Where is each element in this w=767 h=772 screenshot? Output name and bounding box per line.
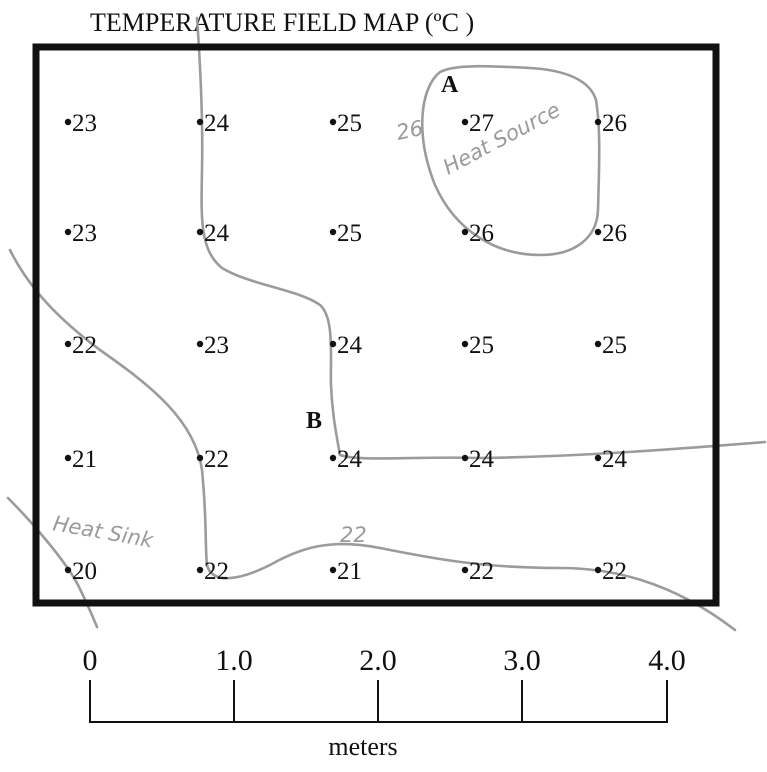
grid-dot: [64, 566, 72, 574]
heat-source-label: Heat Source: [439, 98, 564, 180]
grid-value: 20: [72, 558, 97, 585]
grid-dot: [594, 566, 602, 574]
isoline-20: [6, 496, 99, 629]
grid-dot: [594, 340, 602, 348]
grid-dot: [196, 118, 204, 126]
isoline-26: [420, 64, 601, 257]
grid-value: 25: [469, 332, 494, 359]
isoline-22: [8, 248, 737, 632]
grid-dot: [461, 566, 469, 574]
temperature-grid: 23 24 25 27 26 23 24 25 26 26 22 23 24 25 25 21 22 24 24 24…: [64, 110, 628, 585]
scale-label-1: 1.0: [215, 644, 253, 677]
isolines: [6, 16, 767, 632]
map-frame: [32, 43, 720, 607]
grid-dot: [329, 228, 337, 236]
grid-dot: [461, 340, 469, 348]
grid-dot: [461, 454, 469, 462]
grid-value: 24: [469, 446, 495, 473]
grid-dot: [594, 454, 602, 462]
grid-dot: [196, 340, 204, 348]
grid-value: 23: [204, 332, 229, 359]
map-title: TEMPERATURE FIELD MAP (ºC ): [90, 8, 474, 37]
heat-sink-label: Heat Sink: [51, 511, 156, 552]
scale-label-3: 3.0: [503, 644, 541, 677]
grid-dot: [594, 118, 602, 126]
grid-dot: [196, 454, 204, 462]
grid-dot: [196, 228, 204, 236]
grid-value: 25: [337, 220, 362, 247]
grid-dot: [196, 566, 204, 574]
isoline-24: [195, 16, 767, 460]
grid-dot: [329, 340, 337, 348]
grid-value: 22: [204, 446, 229, 473]
point-label-b: B: [306, 408, 322, 434]
contour-22-label: 22: [340, 523, 367, 547]
grid-value: 24: [602, 446, 628, 473]
grid-value: 26: [602, 220, 627, 247]
grid-value: 21: [337, 558, 362, 585]
scale-label-4: 4.0: [648, 644, 686, 677]
grid-value: 24: [337, 332, 363, 359]
grid-dot: [64, 228, 72, 236]
heat-source-value: 26: [394, 116, 425, 145]
grid-value: 22: [469, 558, 494, 585]
scale-bar: 0 1.0 2.0 3.0 4.0 meters: [83, 644, 686, 761]
grid-dot: [64, 340, 72, 348]
scale-label-0: 0: [83, 644, 98, 677]
grid-dot: [64, 118, 72, 126]
grid-dot: [329, 118, 337, 126]
grid-value: 22: [72, 332, 97, 359]
grid-value: 24: [204, 220, 230, 247]
grid-value: 22: [204, 558, 229, 585]
grid-dot: [594, 228, 602, 236]
grid-value: 23: [72, 220, 97, 247]
grid-value: 24: [337, 446, 363, 473]
grid-value: 25: [337, 110, 362, 137]
grid-dot: [461, 118, 469, 126]
grid-value: 22: [602, 558, 627, 585]
grid-value: 27: [469, 110, 494, 137]
scale-units: meters: [328, 732, 397, 761]
grid-value: 25: [602, 332, 627, 359]
grid-value: 26: [602, 110, 627, 137]
grid-dot: [329, 566, 337, 574]
grid-value: 24: [204, 110, 230, 137]
grid-dot: [461, 228, 469, 236]
grid-dot: [329, 454, 337, 462]
grid-value: 21: [72, 446, 97, 473]
grid-dot: [64, 454, 72, 462]
point-label-a: A: [441, 72, 459, 98]
grid-value: 26: [469, 220, 494, 247]
grid-value: 23: [72, 110, 97, 137]
scale-label-2: 2.0: [359, 644, 397, 677]
